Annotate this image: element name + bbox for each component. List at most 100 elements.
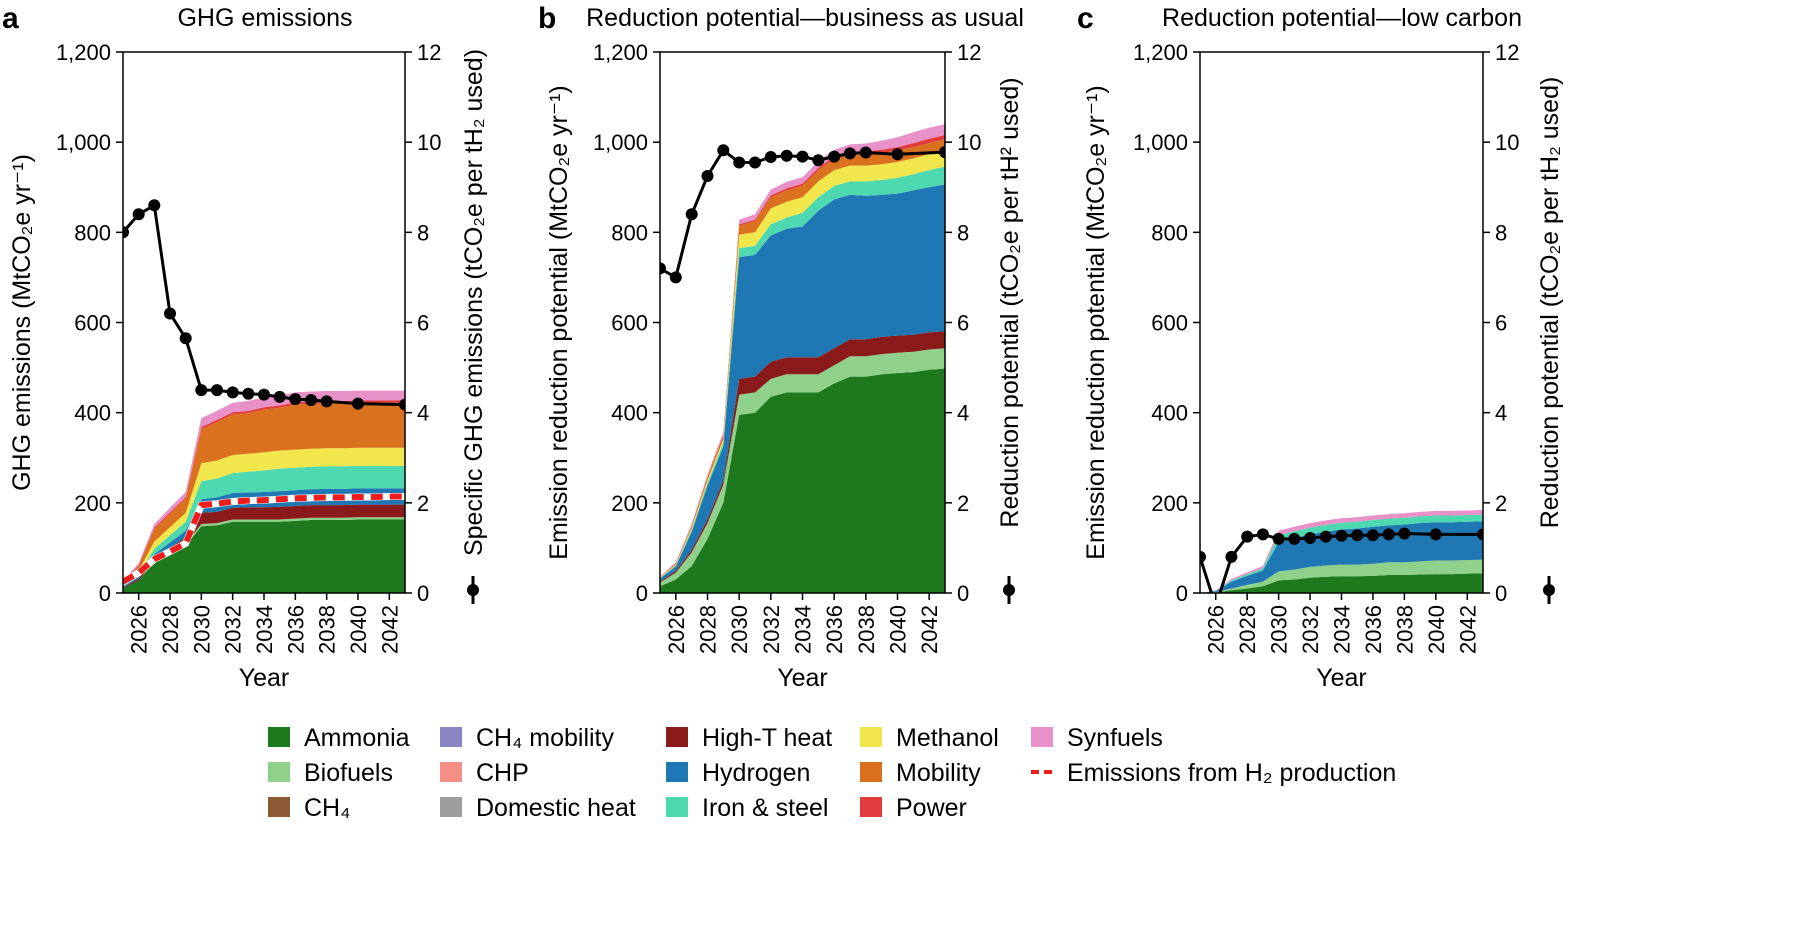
x-tick-label: 2028 — [1235, 605, 1260, 654]
x-axis-label: Year — [239, 664, 290, 692]
h2-emissions-line — [123, 493, 405, 585]
line-point — [1382, 528, 1395, 541]
legend-swatch — [268, 797, 290, 817]
y-tick-label: 0 — [99, 581, 111, 606]
area-mobility — [123, 402, 405, 584]
y-tick-label: 1,200 — [593, 40, 648, 65]
y2-axis-label: Specific GHG emissions (tCO₂e per tH₂ us… — [460, 49, 488, 556]
x-axis-label: Year — [777, 664, 828, 692]
y2-tick-label: 6 — [1495, 311, 1507, 336]
legend-item-synfuels: Synfuels — [1031, 724, 1163, 752]
line-point — [132, 208, 145, 221]
line-series — [123, 199, 405, 411]
legend-label: Biofuels — [304, 759, 393, 787]
legend-swatch — [440, 797, 462, 817]
y-tick-label: 800 — [1151, 220, 1188, 245]
line-point — [749, 156, 761, 169]
stacked-areas — [1200, 510, 1483, 593]
x-tick-label: 2040 — [886, 605, 911, 654]
legend: Ammonia Biofuels CH₄ CH₄ mobility CHP Domesti… — [268, 724, 1396, 822]
line-point — [148, 199, 161, 212]
y2-tick-label: 12 — [957, 40, 981, 65]
legend-item-ch4: CH₄ — [268, 794, 350, 822]
y-axis-label: GHG emissions (MtCO₂e yr⁻¹) — [8, 154, 36, 491]
legend-label: Hydrogen — [702, 759, 810, 787]
line-point — [123, 226, 129, 239]
y2-axis-label: Reduction potential (tCO₂e per tH₂ used) — [1536, 77, 1564, 529]
area-ammonia — [123, 519, 405, 593]
y2-tick-label: 4 — [1495, 401, 1507, 426]
panel-title: GHG emissions — [177, 4, 352, 32]
line-point — [352, 397, 364, 410]
line-point — [305, 394, 317, 406]
line-point — [179, 332, 192, 345]
y-tick-label: 200 — [74, 491, 111, 516]
legend-item-power: Power — [860, 794, 967, 822]
legend-swatch — [860, 727, 882, 747]
legend-swatch — [1031, 727, 1053, 747]
y-tick-label: 0 — [636, 581, 648, 606]
x-tick-label: 2030 — [1267, 605, 1292, 654]
y-tick-label: 600 — [74, 311, 111, 336]
line-point — [1200, 550, 1206, 563]
x-tick-label: 2042 — [377, 605, 402, 654]
panel-letter: b — [538, 2, 556, 35]
x-tick-label: 2026 — [1204, 605, 1229, 654]
line-point — [891, 148, 904, 161]
x-tick-label: 2036 — [822, 605, 847, 654]
panel-a: 0 200 400 600 800 1,000 1,200 0 2 4 6 8 10 12 2026 2028… — [2, 2, 488, 692]
line-point — [1304, 532, 1317, 544]
line-point — [1272, 532, 1285, 545]
line-point — [1335, 529, 1348, 542]
area-hydrogen — [660, 184, 945, 582]
x-tick-label: 2034 — [791, 605, 816, 654]
legend-label: Emissions from H₂ production — [1067, 759, 1396, 787]
x-tick-label: 2036 — [283, 605, 308, 654]
area-methanol — [123, 447, 405, 586]
line-point — [1398, 527, 1411, 540]
area-biofuels — [1200, 559, 1483, 593]
legend-label: Methanol — [896, 724, 999, 752]
y-tick-label: 600 — [1151, 311, 1188, 336]
y-tick-label: 1,200 — [56, 40, 111, 65]
line-point — [164, 307, 176, 320]
y-tick-label: 800 — [74, 220, 111, 245]
y2-tick-label: 2 — [417, 491, 429, 516]
legend-swatch — [666, 762, 688, 782]
y-tick-label: 0 — [1176, 581, 1188, 606]
line-point — [812, 154, 825, 167]
area-ammonia — [660, 368, 945, 593]
legend-swatch — [860, 762, 882, 782]
specific-line — [123, 202, 405, 407]
area-methanol — [660, 150, 945, 579]
x-tick-label: 2042 — [917, 605, 942, 654]
legend-item-iron-steel: Iron & steel — [666, 794, 828, 822]
y2-tick-label: 6 — [417, 311, 429, 336]
legend-swatch — [860, 797, 882, 817]
line-point — [764, 151, 777, 163]
legend-item-ch4-mobility: CH₄ mobility — [440, 724, 615, 752]
y2-tick-label: 6 — [957, 311, 969, 336]
area-mobility — [660, 139, 945, 578]
panel-c: 0 200 400 600 800 1,000 1,200 0 2 4 6 8 10 12 2026 2028… — [1077, 2, 1564, 692]
area-synfuels — [660, 124, 945, 578]
legend-swatch — [268, 727, 290, 747]
line-point — [1241, 530, 1254, 543]
y2-tick-label: 10 — [957, 130, 981, 155]
area-ammonia — [1200, 573, 1483, 593]
y2-tick-label: 8 — [1495, 220, 1507, 245]
legend-swatch — [666, 727, 688, 747]
line-point — [1256, 528, 1269, 541]
line-series — [1200, 527, 1483, 593]
y2-tick-label: 12 — [1495, 40, 1519, 65]
legend-label: Mobility — [896, 759, 981, 787]
panel-title: Reduction potential—business as usual — [586, 4, 1024, 32]
stacked-areas — [123, 390, 405, 593]
line-point — [242, 387, 255, 400]
legend-item-h2-emissions: Emissions from H₂ production — [1031, 759, 1396, 787]
x-tick-label: 2040 — [1424, 605, 1449, 654]
x-tick-label: 2026 — [127, 605, 152, 654]
legend-item-chp: CHP — [440, 759, 529, 787]
x-axis-label: Year — [1316, 664, 1367, 692]
